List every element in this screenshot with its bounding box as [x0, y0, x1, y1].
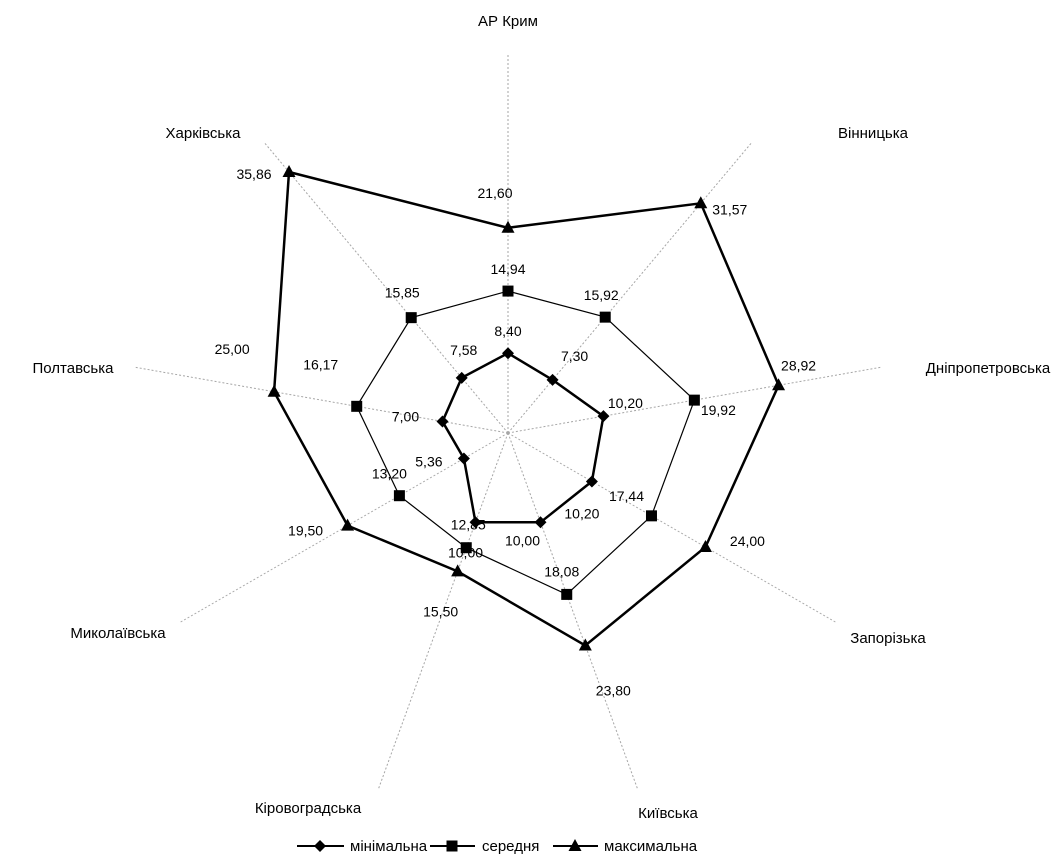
axis-line — [377, 432, 509, 791]
marker-square — [645, 510, 657, 522]
axis-center — [506, 431, 510, 435]
legend-item: середня — [430, 838, 539, 855]
axis-line — [507, 432, 838, 624]
marker-diamond — [502, 347, 514, 360]
data-label: 10,20 — [564, 505, 599, 521]
data-label: 10,00 — [448, 544, 483, 560]
data-label: 19,92 — [701, 402, 736, 418]
marker-diamond — [585, 475, 598, 488]
marker-square — [405, 312, 417, 324]
data-label: 15,92 — [584, 287, 619, 303]
marker-diamond — [457, 452, 470, 465]
data-label: 15,85 — [385, 285, 420, 301]
data-label: 19,50 — [288, 523, 323, 539]
series-square — [351, 285, 700, 600]
data-label: 15,50 — [423, 603, 458, 619]
data-labels: 8,40 7,30 10,20 10,20 10,00 10,00 5,36 7,00 7,58… — [215, 166, 817, 698]
marker-triangle — [694, 196, 708, 209]
axis-line — [507, 432, 639, 791]
radar-axes — [133, 53, 883, 791]
data-label: 12,85 — [451, 517, 486, 533]
data-label: 16,17 — [303, 356, 338, 372]
category-label: Кіровоградська — [255, 800, 362, 817]
marker-triangle — [568, 839, 582, 851]
marker-triangle — [267, 384, 281, 397]
marker-triangle — [772, 378, 786, 391]
data-label: 7,58 — [450, 342, 477, 358]
marker-square — [502, 285, 514, 297]
marker-square — [599, 311, 611, 323]
series-line — [441, 351, 605, 524]
legend-item: максимальна — [553, 838, 698, 855]
data-label: 10,00 — [505, 532, 540, 548]
marker-diamond — [314, 840, 326, 852]
series-line — [356, 290, 696, 596]
marker-square — [460, 542, 472, 554]
data-label: 35,86 — [236, 166, 271, 182]
data-label: 21,60 — [477, 185, 512, 201]
data-label: 7,00 — [392, 408, 419, 424]
marker-square — [393, 490, 405, 502]
legend: мінімальна середня максимальна — [297, 838, 698, 855]
axis-line — [263, 141, 509, 434]
marker-square — [561, 588, 573, 600]
data-label: 7,30 — [561, 348, 588, 364]
marker-square — [351, 400, 363, 412]
marker-triangle — [501, 220, 515, 233]
marker-triangle — [578, 638, 592, 651]
marker-square — [446, 840, 458, 852]
category-label: АР Крим — [478, 13, 538, 30]
marker-diamond — [597, 410, 610, 423]
marker-diamond — [469, 516, 482, 529]
series-triangle — [267, 165, 786, 651]
category-label: Полтавська — [33, 360, 115, 377]
category-label: Київська — [638, 805, 698, 822]
legend-label: середня — [482, 838, 539, 855]
marker-triangle — [698, 540, 712, 552]
marker-triangle — [282, 165, 296, 178]
category-label: Миколаївська — [70, 625, 166, 642]
marker-triangle — [451, 564, 465, 577]
data-label: 31,57 — [712, 201, 747, 217]
data-label: 28,92 — [781, 357, 816, 373]
marker-square — [688, 394, 700, 406]
data-label: 14,94 — [490, 261, 525, 277]
data-label: 5,36 — [415, 453, 442, 469]
category-labels: АР Крим Вінницька Дніпропетровська Запорізь… — [33, 13, 1051, 822]
data-label: 23,80 — [596, 682, 631, 698]
data-label: 24,00 — [730, 533, 765, 549]
category-label: Вінницька — [838, 125, 909, 142]
marker-diamond — [546, 373, 559, 386]
marker-diamond — [455, 371, 468, 384]
legend-label: мінімальна — [350, 838, 428, 855]
radar-series — [267, 165, 786, 651]
legend-label: максимальна — [604, 838, 698, 855]
data-label: 25,00 — [215, 341, 250, 357]
axis-line — [133, 366, 509, 434]
data-label: 13,20 — [372, 466, 407, 482]
data-label: 8,40 — [494, 323, 521, 339]
data-label: 17,44 — [609, 488, 644, 504]
data-label: 18,08 — [544, 563, 579, 579]
marker-diamond — [436, 415, 449, 428]
category-label: Дніпропетровська — [926, 360, 1051, 377]
marker-triangle — [341, 518, 355, 531]
series-line — [272, 170, 780, 648]
category-label: Запорізька — [850, 630, 926, 647]
series-diamond — [436, 347, 610, 529]
data-label: 10,20 — [608, 395, 643, 411]
axis-line — [507, 141, 753, 434]
marker-diamond — [534, 516, 547, 529]
category-label: Харківська — [166, 125, 242, 142]
legend-item: мінімальна — [297, 838, 428, 855]
